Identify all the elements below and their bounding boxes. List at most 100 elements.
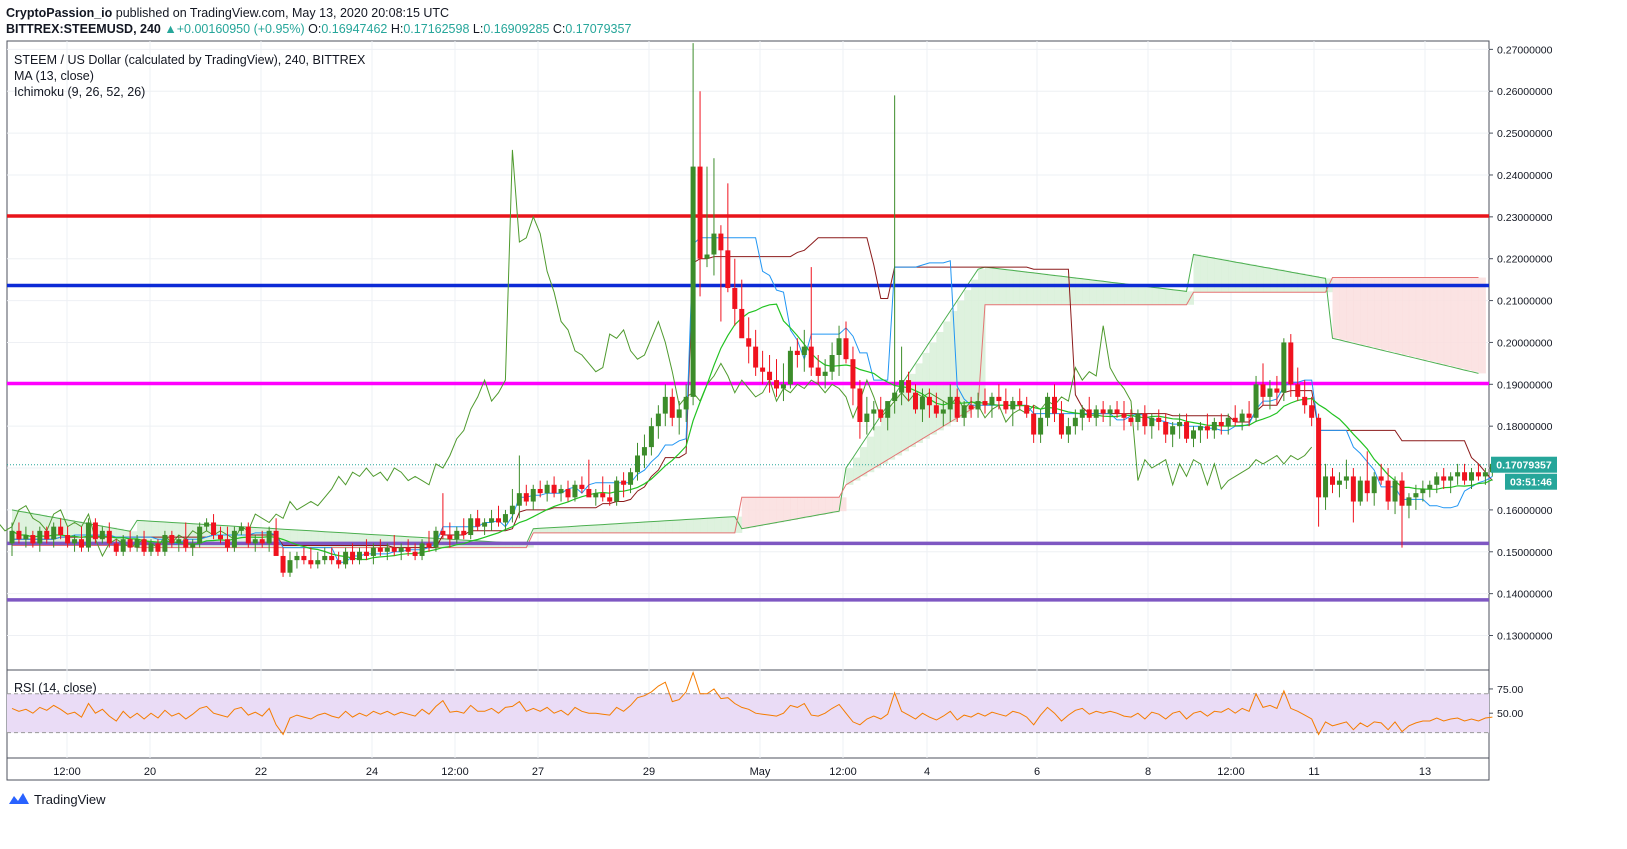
candle-body	[1246, 413, 1252, 418]
candle	[509, 488, 515, 523]
candle	[1253, 375, 1259, 422]
candle	[30, 530, 36, 548]
cloud-segment	[1124, 283, 1132, 305]
y-tick-label: 0.24000000	[1497, 170, 1553, 182]
candle	[245, 522, 251, 548]
y-tick-label: 0.26000000	[1497, 86, 1553, 98]
candle	[259, 530, 265, 548]
cloud-segment	[686, 519, 694, 533]
cloud-segment	[978, 269, 986, 406]
candle	[648, 417, 654, 456]
publish-meta: published on TradingView.com, May 13, 20…	[112, 6, 450, 20]
rsi-legend[interactable]: RSI (14, close)	[14, 681, 97, 695]
candle-body	[454, 530, 460, 540]
x-tick-label: 22	[255, 766, 267, 778]
cloud-segment	[1263, 267, 1271, 293]
candle	[204, 518, 210, 531]
candle	[482, 518, 488, 536]
rsi-tick-label: 75.00	[1497, 684, 1523, 696]
candle	[1031, 405, 1037, 443]
candle	[1246, 401, 1252, 427]
ichimoku-legend[interactable]: Ichimoku (9, 26, 52, 26)	[14, 85, 146, 99]
candle-body	[308, 560, 314, 565]
y-tick-label: 0.22000000	[1497, 254, 1553, 266]
x-tick-label: 12:00	[441, 766, 469, 778]
candle-body	[65, 535, 71, 544]
x-tick-label: 24	[366, 766, 378, 778]
candle-body	[1045, 396, 1051, 418]
candle	[1448, 472, 1454, 494]
cloud-segment	[1353, 277, 1361, 344]
candle-body	[954, 396, 960, 418]
candle-body	[683, 396, 689, 410]
ma-legend[interactable]: MA (13, close)	[14, 69, 94, 83]
candle	[72, 535, 78, 552]
candle	[141, 530, 147, 556]
cloud-segment	[1075, 277, 1083, 305]
candle	[899, 346, 905, 406]
author-name[interactable]: CryptoPassion_io	[6, 6, 113, 20]
senkou-span-b-line	[12, 277, 1479, 549]
candle-body	[565, 488, 571, 498]
last-price-label: 0.17079357	[1496, 460, 1552, 472]
candle-body	[141, 539, 147, 552]
cloud-segment	[526, 543, 534, 548]
candle	[607, 484, 613, 506]
candle-body	[1107, 409, 1113, 414]
cloud-segment	[672, 520, 680, 533]
candle	[565, 480, 571, 502]
cloud-segment	[887, 405, 896, 460]
candle	[301, 547, 307, 565]
candle-body	[127, 539, 133, 548]
candle-body	[134, 539, 140, 548]
cloud-segment	[1110, 282, 1118, 305]
cloud-segment	[880, 415, 889, 464]
candle-body	[947, 396, 953, 410]
candle	[1177, 413, 1183, 439]
cloud-segment	[533, 528, 541, 533]
candle-body	[1309, 405, 1315, 418]
candle-body	[363, 551, 369, 556]
cloud-segment	[866, 436, 875, 473]
candle	[530, 484, 536, 510]
candle	[996, 384, 1002, 410]
candle	[85, 518, 91, 552]
candle-body	[85, 522, 91, 548]
candle-body	[1010, 401, 1016, 410]
candle-body	[975, 401, 981, 410]
candle	[843, 321, 849, 364]
candle	[58, 518, 64, 540]
candle	[579, 476, 585, 494]
candle	[336, 551, 342, 569]
candle	[1462, 463, 1468, 485]
cloud-segment	[39, 514, 48, 546]
cloud-segment	[1033, 272, 1042, 305]
candle-body	[1225, 417, 1231, 427]
cloud-segment	[1137, 285, 1146, 305]
candle-body	[350, 551, 356, 561]
candle-body	[440, 530, 446, 536]
y-tick-label: 0.20000000	[1497, 337, 1553, 349]
cloud-segment	[1450, 277, 1459, 367]
candle	[92, 518, 98, 544]
tradingview-logo[interactable]: TradingView	[8, 791, 106, 807]
candle-body	[502, 514, 508, 523]
cloud-segment	[192, 523, 201, 548]
candle-body	[808, 346, 814, 368]
horizontal-lines[interactable]	[7, 214, 1489, 602]
candle-body	[1204, 426, 1210, 431]
cloud-segment	[825, 497, 833, 514]
candle-body	[961, 405, 967, 418]
candle-body	[1295, 384, 1301, 397]
candle-body	[815, 367, 821, 376]
candle-body	[1420, 488, 1426, 494]
candle	[774, 359, 779, 397]
high-label: H:	[390, 22, 404, 36]
candle	[496, 505, 501, 527]
candle-body	[266, 530, 272, 544]
candle-body	[690, 166, 696, 397]
cloud-segment	[741, 497, 750, 529]
candle	[148, 539, 154, 556]
cloud-segment	[1297, 273, 1306, 293]
